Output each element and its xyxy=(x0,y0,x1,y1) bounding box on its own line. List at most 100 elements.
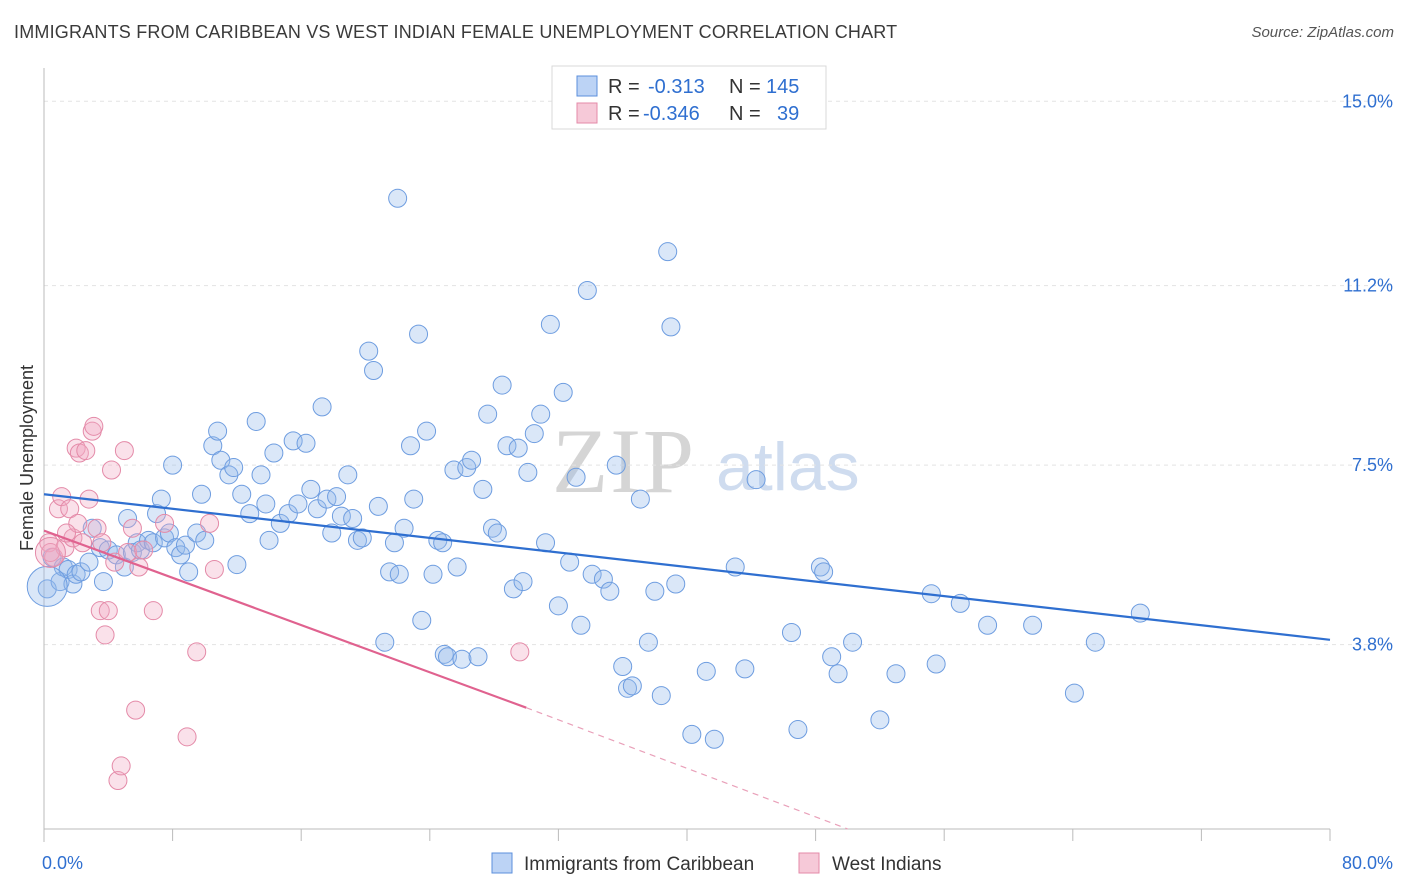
point-caribbean xyxy=(375,632,395,652)
point-caribbean xyxy=(630,489,650,509)
point-caribbean xyxy=(560,552,580,572)
legend-swatch-west-indian xyxy=(576,102,598,124)
point-caribbean xyxy=(256,494,276,514)
point-west-indian xyxy=(111,756,131,776)
y-tick-label: 11.2% xyxy=(1343,276,1393,296)
point-caribbean xyxy=(364,361,384,381)
y-tick-label: 3.8% xyxy=(1352,635,1393,655)
point-caribbean xyxy=(606,455,626,475)
x-tick-label: 0.0% xyxy=(42,853,83,873)
point-caribbean xyxy=(175,535,195,555)
point-caribbean xyxy=(666,574,686,594)
point-caribbean xyxy=(696,661,716,681)
point-west-indian xyxy=(60,499,80,519)
point-caribbean xyxy=(593,569,613,589)
point-caribbean xyxy=(159,523,179,543)
chart-title: IMMIGRANTS FROM CARIBBEAN VS WEST INDIAN… xyxy=(14,22,898,42)
bottom-legend: Immigrants from Caribbean West Indians xyxy=(491,852,941,875)
point-caribbean xyxy=(434,644,454,664)
point-caribbean xyxy=(781,623,801,643)
trend-line-west-indian xyxy=(43,529,527,709)
point-caribbean xyxy=(404,489,424,509)
point-west-indian xyxy=(90,601,110,621)
x-tick-label: 80.0% xyxy=(1342,853,1393,873)
point-west-indian xyxy=(143,601,163,621)
point-caribbean xyxy=(389,564,409,584)
point-caribbean xyxy=(240,504,260,524)
point-caribbean xyxy=(82,518,102,538)
point-caribbean xyxy=(192,484,212,504)
watermark-atlas: atlas xyxy=(716,429,860,505)
point-caribbean xyxy=(651,686,671,706)
point-caribbean xyxy=(359,341,379,361)
point-caribbean xyxy=(746,470,766,490)
point-caribbean xyxy=(147,504,167,524)
trend-line-west-indian-extension xyxy=(526,707,848,830)
point-caribbean xyxy=(232,484,252,504)
point-caribbean xyxy=(246,411,266,431)
point-caribbean xyxy=(886,664,906,684)
point-caribbean xyxy=(401,436,421,456)
point-caribbean xyxy=(224,458,244,478)
point-west-indian xyxy=(200,513,220,533)
point-west-indian xyxy=(76,441,96,461)
point-caribbean xyxy=(203,436,223,456)
point-west-indian xyxy=(114,441,134,461)
y-tick-label: 7.5% xyxy=(1352,455,1393,475)
point-caribbean xyxy=(187,523,207,543)
point-caribbean xyxy=(508,438,528,458)
point-west-indian xyxy=(122,518,142,538)
trend-line-caribbean xyxy=(43,493,1331,641)
point-caribbean xyxy=(658,242,678,262)
point-caribbean xyxy=(447,557,467,577)
legend-n-value: 145 xyxy=(766,76,799,98)
point-caribbean xyxy=(462,450,482,470)
point-caribbean xyxy=(571,615,591,635)
point-caribbean xyxy=(264,443,284,463)
point-caribbean xyxy=(301,479,321,499)
axes xyxy=(43,68,1331,842)
point-caribbean xyxy=(531,404,551,424)
y-tick-label: 15.0% xyxy=(1342,91,1393,111)
point-caribbean xyxy=(93,572,113,592)
point-caribbean xyxy=(682,724,702,744)
point-caribbean xyxy=(322,523,342,543)
point-caribbean xyxy=(843,632,863,652)
point-west-indian xyxy=(48,499,68,519)
point-west-indian xyxy=(204,559,224,579)
point-caribbean xyxy=(478,404,498,424)
point-caribbean xyxy=(288,494,308,514)
point-west-indian-cluster xyxy=(34,536,66,568)
point-west-indian xyxy=(187,642,207,662)
point-caribbean xyxy=(582,564,602,584)
point-caribbean xyxy=(622,676,642,696)
trend-lines xyxy=(43,493,1331,830)
point-caribbean xyxy=(423,564,443,584)
point-caribbean xyxy=(409,324,429,344)
legend-swatch-caribbean xyxy=(576,75,598,97)
point-caribbean xyxy=(122,542,142,562)
point-caribbean xyxy=(417,421,437,441)
data-points xyxy=(26,188,1150,790)
bottom-legend-label: Immigrants from Caribbean xyxy=(524,854,754,875)
point-caribbean xyxy=(1085,632,1105,652)
point-caribbean xyxy=(118,508,138,528)
point-caribbean xyxy=(368,496,388,516)
point-west-indian xyxy=(40,542,60,562)
point-caribbean xyxy=(171,545,191,565)
point-caribbean xyxy=(536,533,556,553)
point-caribbean xyxy=(394,518,414,538)
point-caribbean xyxy=(497,436,517,456)
point-caribbean xyxy=(788,720,808,740)
point-west-indian xyxy=(102,460,122,480)
point-caribbean xyxy=(138,530,158,550)
point-caribbean xyxy=(412,610,432,630)
point-caribbean xyxy=(978,615,998,635)
legend-n-label: N = xyxy=(729,103,761,125)
legend: R = -0.313 N = 145 R = -0.346 N = 39 xyxy=(551,65,827,130)
point-west-indian xyxy=(84,416,104,436)
point-caribbean xyxy=(503,579,523,599)
point-caribbean xyxy=(613,656,633,676)
point-caribbean xyxy=(143,533,163,553)
